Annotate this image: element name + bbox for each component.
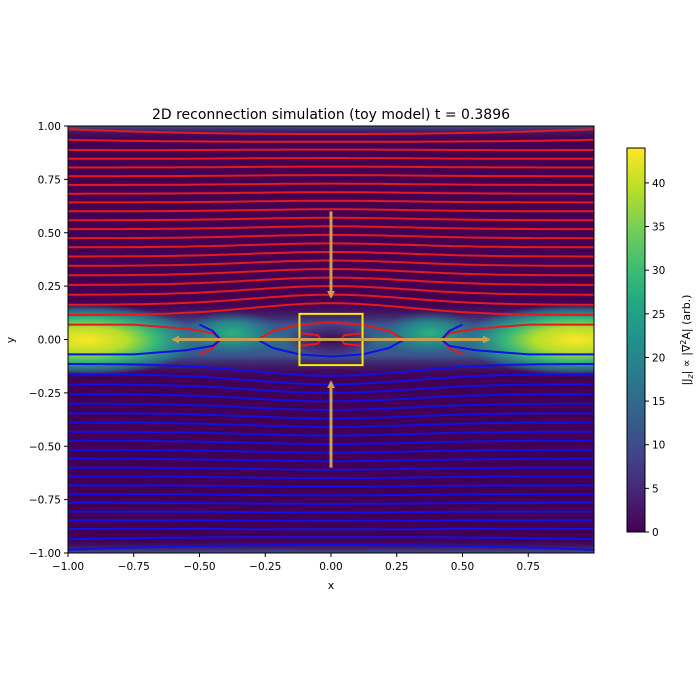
separatrix-lower-right [440,323,594,356]
field-line-upper [68,182,594,186]
y-tick-label: −0.25 [29,388,61,400]
colorbar-label-part-2: | ∝ |∇ [680,344,693,374]
field-lines [68,128,594,551]
heatmap-right-hotspot [458,304,594,376]
field-line-lower [68,484,594,488]
colorbar-label-part-1: |J [680,379,693,386]
field-line-lower [68,527,594,531]
x-tick-label: −0.50 [183,561,215,573]
chart-title: 2D reconnection simulation (toy model) t… [152,107,510,123]
field-line-lower [68,501,594,505]
colorbar-tick-label: 20 [652,352,665,364]
y-tick-label: 0.00 [38,335,61,347]
overlay [171,211,491,468]
plot-area [68,126,594,553]
colorbar-tick-label: 35 [652,222,665,234]
heatmap-left-hotspot [68,304,204,376]
field-line-lower [68,519,594,522]
x-tick-label: 0.25 [385,561,408,573]
field-line-lower [68,544,594,551]
colorbar-ticks: 0 5 10 15 20 25 30 35 40 [645,178,665,539]
field-line-lower [68,536,594,541]
field-line-lower [68,466,594,471]
y-tick-label: −0.75 [29,495,61,507]
y-tick-label: −1.00 [29,548,61,560]
field-line-upper [68,128,594,135]
separatrix-lower-left [68,323,222,356]
y-tick-label: −0.50 [29,441,61,453]
field-line-upper [68,208,594,213]
y-tick-label: 0.25 [38,281,61,293]
colorbar-tick-label: 10 [652,440,665,452]
field-line-lower [68,510,594,514]
colorbar-tick-label: 25 [652,309,665,321]
x-tick-label: 0.00 [319,561,342,573]
colorbar-label-sub: z [686,374,695,380]
field-line-upper [68,165,594,169]
colorbar: 0 5 10 15 20 25 30 35 40 |Jz| ∝ |∇2A| (arb.) [626,147,695,539]
heatmap-left-mid-glow [182,311,282,355]
colorbar-tick-label: 5 [652,483,659,495]
colorbar-frame [626,147,646,533]
y-axis-title: y [4,336,17,343]
x-axis-title: x [328,579,335,592]
x-axis: −1.00 −0.75 −0.50 −0.25 0.00 0.25 0.50 0.75 [52,553,540,573]
field-line-upper [68,191,594,195]
colorbar-label: |Jz| ∝ |∇2A| (arb.) [679,295,695,386]
field-line-upper [68,174,594,178]
colorbar-tick-label: 40 [652,178,665,190]
colorbar-label-sup: 2 [679,340,688,345]
heatmap-right-mid-glow [380,311,480,355]
field-line-upper [68,148,594,152]
y-tick-label: 1.00 [38,121,61,133]
separatrix-lower-inner [256,338,406,358]
field-line-upper [68,138,594,143]
colorbar-label-part-3: A| (arb.) [680,295,693,340]
y-axis: 1.00 0.75 0.50 0.25 0.00 −0.25 −0.50 −0.75 −1.00 [29,121,68,560]
y-tick-label: 0.75 [38,174,61,186]
x-tick-label: −1.00 [52,561,84,573]
colorbar-tick-label: 30 [652,265,665,277]
field-line-upper [68,302,594,316]
separatrix-upper-left [68,323,222,356]
field-line-upper [68,199,594,204]
x-tick-label: 0.75 [517,561,540,573]
x-tick-label: −0.75 [118,561,150,573]
field-line-lower [68,363,594,377]
x-tick-label: 0.50 [451,561,474,573]
colorbar-tick-label: 15 [652,396,665,408]
field-line-upper [68,157,594,160]
y-tick-label: 0.50 [38,228,61,240]
x-tick-label: −0.25 [249,561,281,573]
field-line-lower [68,475,594,480]
field-line-lower [68,493,594,497]
separatrix-upper-inner [256,321,406,341]
colorbar-tick-label: 0 [652,527,659,539]
colorbar-gradient [627,148,645,532]
separatrix-upper-right [440,323,594,356]
